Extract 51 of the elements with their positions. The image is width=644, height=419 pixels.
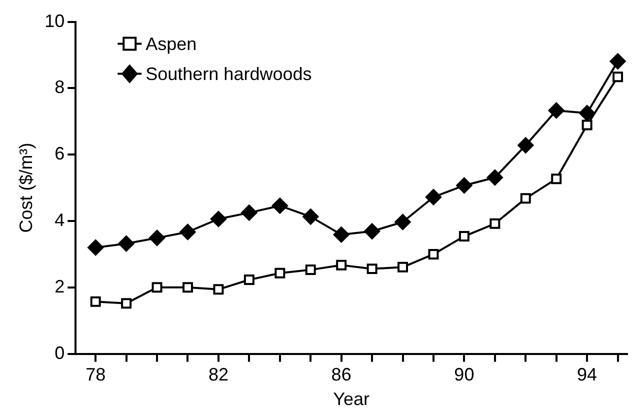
point	[121, 298, 132, 309]
y-tick-label: 2	[54, 276, 65, 296]
point	[520, 193, 531, 204]
x-tick-label: 86	[331, 364, 352, 385]
x-tick-label: 82	[208, 364, 228, 385]
point	[612, 72, 624, 82]
point	[518, 137, 534, 154]
point	[456, 177, 472, 194]
point	[149, 230, 166, 246]
point	[118, 236, 134, 252]
point	[213, 284, 224, 295]
point	[244, 274, 254, 286]
point	[548, 102, 564, 118]
point	[180, 224, 196, 240]
point	[241, 204, 258, 221]
y-tick-label: 8	[54, 77, 65, 98]
point	[425, 189, 442, 206]
point	[458, 231, 470, 242]
legend-label: Aspen	[146, 34, 197, 54]
y-tick-label: 0	[54, 342, 65, 363]
point	[610, 53, 626, 70]
x-tick-label: 94	[577, 364, 598, 385]
point	[274, 268, 286, 278]
y-axis-title: Cost ($/m³)	[16, 142, 36, 233]
point	[366, 264, 378, 274]
x-axis-title: Year	[333, 389, 370, 410]
y-tick-label: 6	[54, 144, 65, 164]
x-tick-label: 78	[86, 364, 106, 385]
point	[490, 218, 500, 229]
point	[394, 214, 411, 230]
point	[152, 282, 162, 293]
point	[336, 260, 347, 270]
point	[486, 170, 503, 186]
point	[88, 240, 104, 256]
point	[272, 198, 288, 214]
x-tick-label: 90	[454, 364, 474, 385]
point	[210, 211, 226, 228]
point	[90, 296, 101, 307]
legend-label: Southern hardwoods	[146, 64, 312, 84]
y-tick-label: 10	[44, 10, 65, 31]
point	[364, 223, 380, 240]
point	[302, 208, 319, 225]
point	[182, 282, 193, 293]
y-tick-label: 4	[54, 210, 65, 230]
point	[398, 262, 408, 272]
point	[333, 226, 350, 243]
point	[305, 264, 316, 276]
point	[551, 174, 562, 184]
point	[582, 120, 592, 130]
point	[579, 105, 596, 122]
point	[428, 248, 439, 260]
